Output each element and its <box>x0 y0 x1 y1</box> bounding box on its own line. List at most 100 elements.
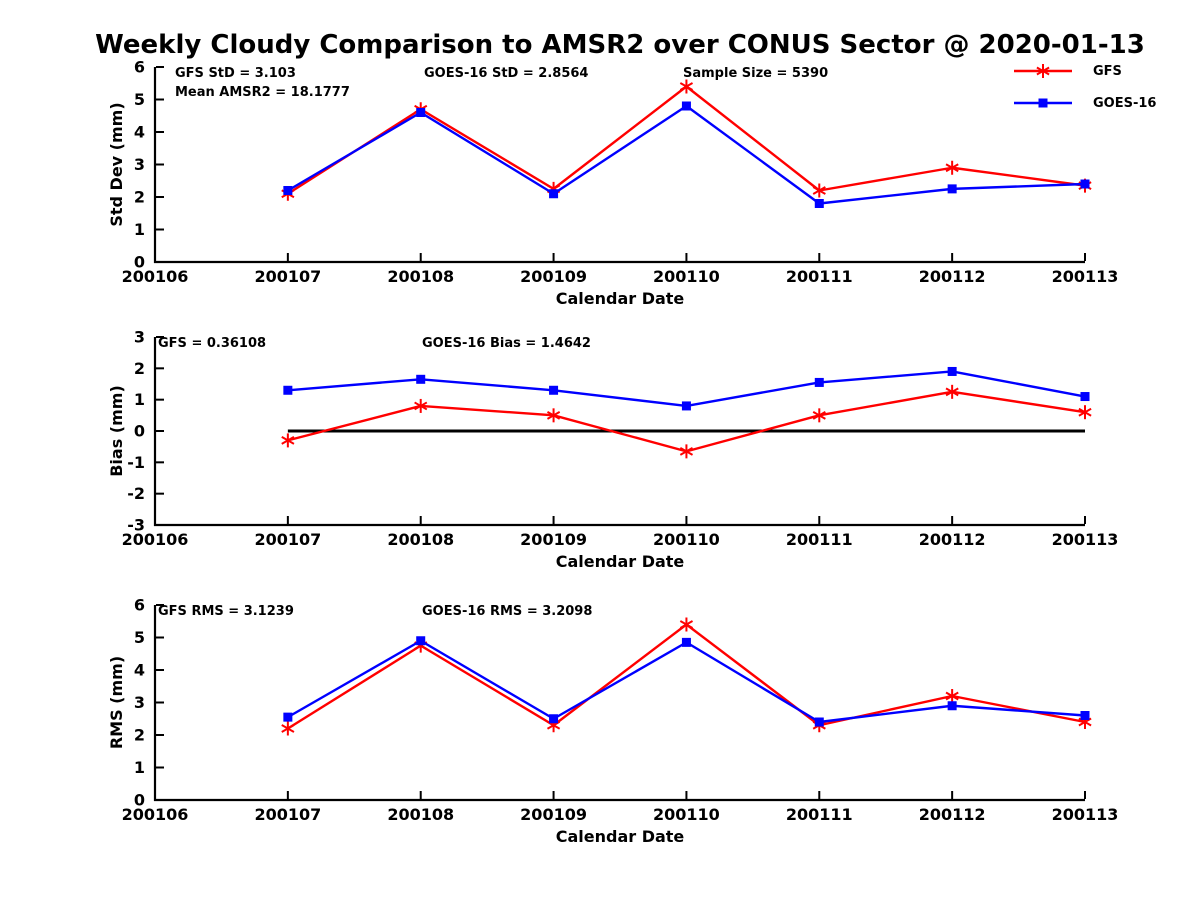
y-tick-label: 3 <box>134 328 145 347</box>
y-tick-label: 2 <box>134 359 145 378</box>
y-tick-label: 6 <box>134 58 145 77</box>
square-marker <box>416 108 426 117</box>
asterisk-marker <box>945 689 959 703</box>
chart-rms: 0 1 2 3 4 5 6 200106 200107 200108 200109 200110 200… <box>107 596 1119 846</box>
x-tick-label: 200113 <box>1052 805 1119 824</box>
x-tick-label: 200108 <box>387 530 454 549</box>
chart-bias: -3 -2 -1 0 1 2 3 200106 200107 200108 200109 200110… <box>107 328 1119 571</box>
y-tick-label: -1 <box>127 453 145 472</box>
gfs-markers <box>281 384 1092 459</box>
chart-stddev: 0 1 2 3 4 5 6 200106 200107 200108 200109 200110 200… <box>107 58 1118 308</box>
x-tick-label: 200113 <box>1052 530 1119 549</box>
x-tick-label: 200106 <box>122 530 189 549</box>
figure-title: Weekly Cloudy Comparison to AMSR2 over C… <box>95 30 1145 60</box>
square-marker <box>814 377 824 387</box>
x-tick-label: 200107 <box>254 530 321 549</box>
square-marker <box>814 717 824 727</box>
goes16-line-square-icon <box>1014 98 1072 108</box>
y-tick-label: 0 <box>134 791 145 810</box>
legend-item-goes16: GOES-16 <box>1012 94 1156 112</box>
asterisk-marker <box>281 433 295 448</box>
asterisk-marker <box>546 408 561 423</box>
y-tick-label: 1 <box>134 758 145 777</box>
annotation-text: Mean AMSR2 = 18.1777 <box>175 85 350 100</box>
square-marker <box>814 199 824 208</box>
asterisk-marker <box>281 721 295 736</box>
asterisk-marker <box>812 408 826 423</box>
y-tick-label: -3 <box>127 516 145 535</box>
square-marker <box>416 636 426 646</box>
annotation-text: GFS RMS = 3.1239 <box>158 604 294 619</box>
y-axis-title: Std Dev (mm) <box>107 102 126 226</box>
legend-label-gfs: GFS <box>1093 63 1122 79</box>
x-tick-label: 200111 <box>786 267 853 286</box>
asterisk-marker <box>812 183 826 198</box>
gfs-line <box>287 390 1086 453</box>
y-tick-label: 5 <box>134 90 145 109</box>
legend-label-goes16: GOES-16 <box>1093 95 1157 111</box>
goes-16-markers <box>283 101 1090 208</box>
square-marker <box>283 186 293 195</box>
asterisk-marker <box>414 398 428 413</box>
x-tick-label: 200108 <box>387 805 454 824</box>
legend-item-gfs: GFS <box>1012 62 1156 80</box>
annotation-text: GFS = 0.36108 <box>158 336 266 351</box>
asterisk-marker <box>945 160 959 175</box>
square-marker <box>1080 392 1090 402</box>
asterisk-marker <box>945 384 959 399</box>
annotation-text: GFS StD = 3.103 <box>175 66 296 81</box>
gfs-markers <box>281 617 1092 736</box>
x-tick-label: 200107 <box>254 267 321 286</box>
y-tick-label: 0 <box>134 422 145 441</box>
square-marker <box>947 366 957 376</box>
x-tick-label: 200110 <box>653 805 720 824</box>
x-tick-label: 200107 <box>254 805 321 824</box>
y-tick-label: 4 <box>134 123 145 142</box>
y-tick-label: 2 <box>134 726 145 745</box>
square-marker <box>1080 179 1090 189</box>
square-marker <box>947 184 957 194</box>
annotation-text: GOES-16 RMS = 3.2098 <box>422 604 592 619</box>
annotation-text: GOES-16 Bias = 1.4642 <box>422 336 591 351</box>
square-marker <box>283 712 293 722</box>
square-marker <box>549 385 559 395</box>
gfs-markers <box>281 79 1092 201</box>
x-tick-label: 200111 <box>786 805 853 824</box>
y-tick-label: 1 <box>134 390 145 409</box>
x-tick-label: 200108 <box>387 267 454 286</box>
x-tick-label: 200112 <box>919 530 986 549</box>
square-marker <box>681 637 691 647</box>
y-tick-label: 4 <box>134 661 145 680</box>
annotation-text: Sample Size = 5390 <box>683 66 828 81</box>
y-tick-label: 0 <box>134 253 145 272</box>
x-tick-label: 200110 <box>653 530 720 549</box>
goes-16-line <box>287 104 1086 205</box>
square-marker <box>549 714 559 724</box>
y-tick-label: 2 <box>134 188 145 207</box>
x-axis-title: Calendar Date <box>556 552 685 571</box>
asterisk-marker <box>679 617 694 632</box>
x-axis-title: Calendar Date <box>556 289 685 308</box>
y-tick-label: 3 <box>134 693 145 712</box>
legend: GFS GOES-16 <box>1012 62 1156 126</box>
y-tick-label: 5 <box>134 628 145 647</box>
x-tick-label: 200109 <box>520 530 587 549</box>
x-tick-label: 200110 <box>653 267 720 286</box>
square-marker <box>416 374 426 384</box>
x-axis-title: Calendar Date <box>556 827 685 846</box>
y-axis-title: Bias (mm) <box>107 385 126 477</box>
goes-16-markers <box>283 366 1090 411</box>
y-tick-label: 6 <box>134 596 145 615</box>
goes-16-line <box>287 370 1086 408</box>
square-marker <box>947 701 957 711</box>
x-tick-label: 200111 <box>786 530 853 549</box>
x-tick-label: 200109 <box>520 267 587 286</box>
y-tick-label: 3 <box>134 155 145 174</box>
annotation-text: GOES-16 StD = 2.8564 <box>424 66 588 81</box>
asterisk-marker <box>679 444 694 459</box>
x-tick-label: 200106 <box>122 267 189 286</box>
y-tick-label: 1 <box>134 220 145 239</box>
x-tick-label: 200112 <box>919 267 986 286</box>
y-tick-label: -2 <box>127 484 145 503</box>
asterisk-marker <box>679 79 694 94</box>
